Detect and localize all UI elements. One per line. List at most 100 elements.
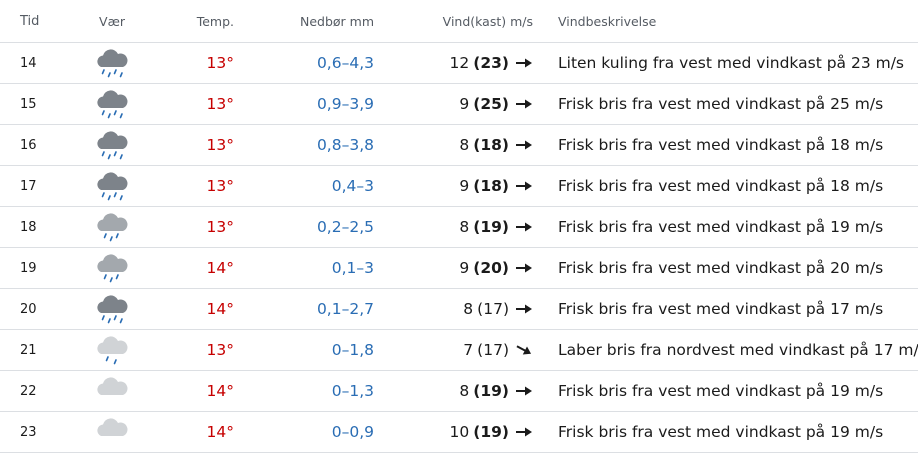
- table-row: 14 13° 0,6–4,3 12 (23) Liten kuling fra vest …: [0, 43, 918, 84]
- precipitation-cell: 0,9–3,9: [316, 95, 374, 113]
- wind-direction-arrow-icon: [515, 262, 533, 274]
- light-rain-cloud-icon: [94, 330, 130, 370]
- table-row: 22 14° 0–1,3 8 (19) Frisk bris fra vest med v…: [0, 371, 918, 412]
- wind-values: 9 (18): [459, 177, 533, 195]
- table-row: 18 13° 0,2–2,5 8 (19) Frisk bris fra vest med…: [0, 207, 918, 248]
- wind-values: 12 (23): [450, 54, 533, 72]
- precipitation-cell: 0,1–2,7: [316, 300, 374, 318]
- header-temp: Temp.: [196, 13, 234, 29]
- time-cell: 21: [20, 342, 37, 358]
- wind-cell: 10 (19): [420, 412, 533, 452]
- header-description: Vindbeskrivelse: [558, 13, 657, 29]
- temperature-cell: 14°: [206, 382, 234, 400]
- temperature-cell: 14°: [206, 423, 234, 441]
- table-row: 20 14° 0,1–2,7 8 (17) Frisk bris fra vest med…: [0, 289, 918, 330]
- rain-cloud-icon: [94, 248, 130, 288]
- wind-cell: 9 (18): [420, 166, 533, 206]
- wind-direction-arrow-icon: [515, 221, 533, 233]
- temperature-cell: 13°: [206, 341, 234, 359]
- rain-heavy-cloud-icon: [94, 43, 130, 83]
- temperature-cell: 13°: [206, 54, 234, 72]
- time-cell: 20: [20, 301, 37, 317]
- wind-speed: 8: [459, 218, 470, 236]
- wind-speed: 9: [459, 95, 470, 113]
- wind-values: 9 (25): [459, 95, 533, 113]
- wind-values: 10 (19): [450, 423, 533, 441]
- wind-cell: 8 (17): [420, 289, 533, 329]
- wind-cell: 8 (19): [420, 371, 533, 411]
- header-weather: Vær: [99, 13, 125, 29]
- wind-values: 8 (17): [463, 300, 533, 318]
- wind-description-cell: Frisk bris fra vest med vindkast på 25 m…: [558, 95, 884, 113]
- temperature-cell: 13°: [206, 218, 234, 236]
- wind-values: 9 (20): [459, 259, 533, 277]
- temperature-cell: 14°: [206, 259, 234, 277]
- cloud-icon: [94, 371, 130, 411]
- header-precip: Nedbør mm: [299, 13, 374, 29]
- wind-gust: (18): [473, 177, 509, 195]
- wind-cell: 8 (19): [420, 207, 533, 247]
- precipitation-cell: 0,6–4,3: [316, 54, 374, 72]
- table-header: Tid Vær Temp. Nedbør mm Vind(kast) m/s V…: [0, 0, 918, 43]
- wind-gust: (20): [473, 259, 509, 277]
- time-cell: 16: [20, 137, 37, 153]
- wind-description-cell: Frisk bris fra vest med vindkast på 19 m…: [558, 423, 884, 441]
- wind-description-cell: Laber bris fra nordvest med vindkast på …: [558, 341, 918, 359]
- header-time: Tid: [20, 13, 40, 29]
- table-row: 15 13° 0,9–3,9 9 (25) Frisk bris fra vest med…: [0, 84, 918, 125]
- precipitation-cell: 0–1,3: [331, 382, 374, 400]
- precipitation-cell: 0–0,9: [331, 423, 374, 441]
- precipitation-cell: 0,1–3: [331, 259, 374, 277]
- rain-cloud-icon: [94, 207, 130, 247]
- header-wind: Vind(kast) m/s: [442, 13, 533, 29]
- wind-gust: (18): [473, 136, 509, 154]
- wind-values: 8 (19): [459, 218, 533, 236]
- wind-direction-arrow-icon: [515, 139, 533, 151]
- wind-gust: (23): [473, 54, 509, 72]
- rain-heavy-cloud-icon: [94, 289, 130, 329]
- wind-cell: 8 (18): [420, 125, 533, 165]
- forecast-table: Tid Vær Temp. Nedbør mm Vind(kast) m/s V…: [0, 0, 918, 453]
- wind-gust: (17): [477, 300, 509, 318]
- wind-cell: 7 (17): [420, 330, 533, 370]
- temperature-cell: 14°: [206, 300, 234, 318]
- wind-values: 8 (19): [459, 382, 533, 400]
- table-row: 21 13° 0–1,8 7 (17) Laber bris fra nordvest m…: [0, 330, 918, 371]
- precipitation-cell: 0,4–3: [331, 177, 374, 195]
- wind-direction-arrow-icon: [515, 303, 533, 315]
- precipitation-cell: 0,8–3,8: [316, 136, 374, 154]
- table-body: 14 13° 0,6–4,3 12 (23) Liten kuling fra vest …: [0, 43, 918, 453]
- wind-cell: 12 (23): [420, 43, 533, 83]
- wind-description-cell: Frisk bris fra vest med vindkast på 17 m…: [558, 300, 884, 318]
- wind-description-cell: Frisk bris fra vest med vindkast på 18 m…: [558, 136, 884, 154]
- wind-values: 7 (17): [463, 341, 533, 359]
- wind-gust: (19): [473, 382, 509, 400]
- wind-direction-arrow-icon: [515, 57, 533, 69]
- wind-cell: 9 (25): [420, 84, 533, 124]
- rain-heavy-cloud-icon: [94, 125, 130, 165]
- cloud-icon: [94, 412, 130, 452]
- temperature-cell: 13°: [206, 95, 234, 113]
- precipitation-cell: 0–1,8: [331, 341, 374, 359]
- table-row: 19 14° 0,1–3 9 (20) Frisk bris fra vest med v…: [0, 248, 918, 289]
- wind-description-cell: Frisk bris fra vest med vindkast på 20 m…: [558, 259, 884, 277]
- wind-gust: (25): [473, 95, 509, 113]
- wind-direction-arrow-icon: [515, 385, 533, 397]
- wind-gust: (19): [473, 423, 509, 441]
- time-cell: 22: [20, 383, 37, 399]
- wind-direction-arrow-icon: [515, 180, 533, 192]
- wind-speed: 8: [459, 136, 470, 154]
- wind-speed: 12: [449, 54, 470, 72]
- wind-values: 8 (18): [459, 136, 533, 154]
- table-row: 17 13° 0,4–3 9 (18) Frisk bris fra vest med v…: [0, 166, 918, 207]
- precipitation-cell: 0,2–2,5: [316, 218, 374, 236]
- table-row: 16 13° 0,8–3,8 8 (18) Frisk bris fra vest med…: [0, 125, 918, 166]
- time-cell: 18: [20, 219, 37, 235]
- wind-speed: 8: [463, 300, 474, 318]
- wind-direction-arrow-icon: [515, 426, 533, 438]
- wind-speed: 8: [459, 382, 470, 400]
- temperature-cell: 13°: [206, 136, 234, 154]
- wind-description-cell: Frisk bris fra vest med vindkast på 18 m…: [558, 177, 884, 195]
- table-row: 23 14° 0–0,9 10 (19) Frisk bris fra vest med …: [0, 412, 918, 453]
- wind-description-cell: Liten kuling fra vest med vindkast på 23…: [558, 54, 905, 72]
